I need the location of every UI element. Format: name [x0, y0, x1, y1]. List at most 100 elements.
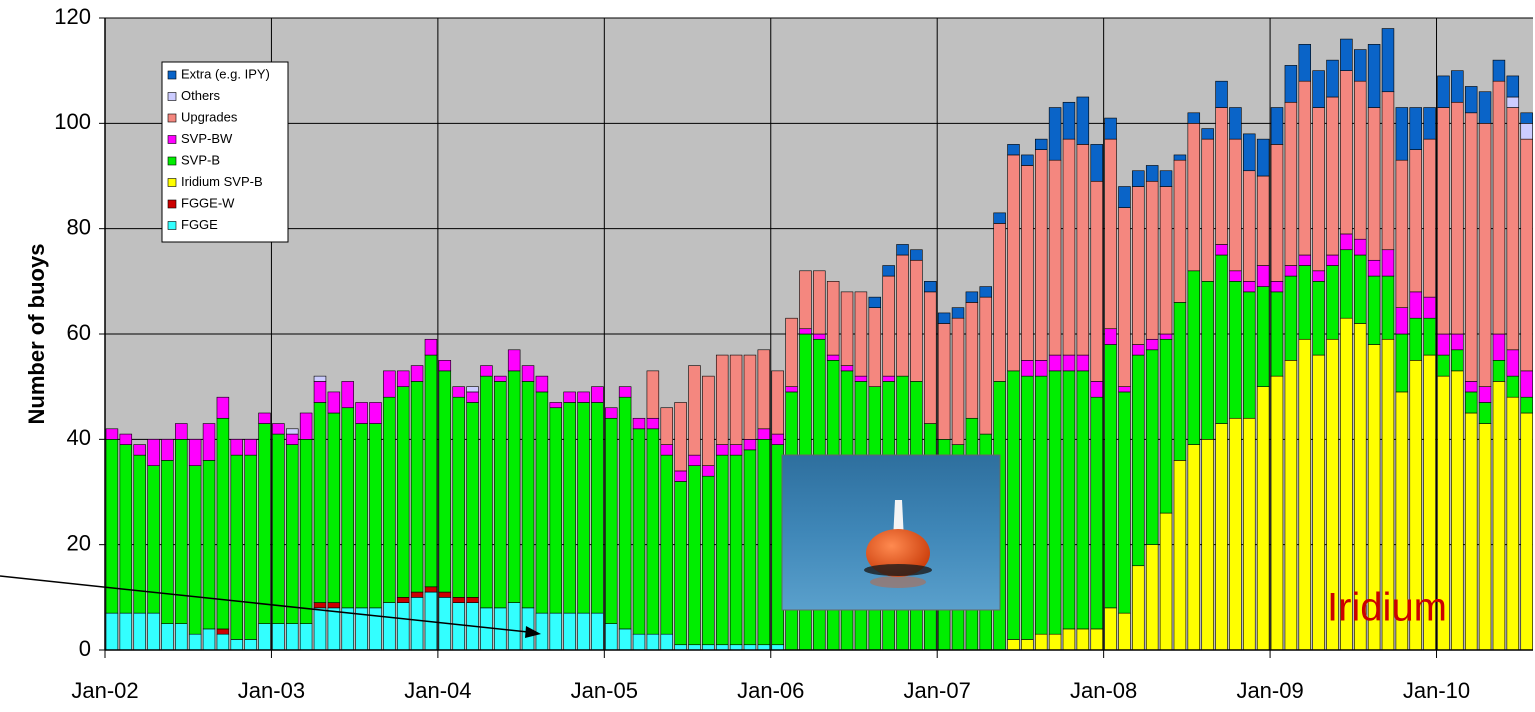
bar-segment: [1493, 81, 1505, 334]
bar-segment: [1382, 250, 1394, 276]
bar-segment: [411, 592, 423, 597]
bar-segment: [730, 355, 742, 445]
legend-label: Extra (e.g. IPY): [181, 66, 270, 81]
bar-segment: [1035, 634, 1047, 650]
bar-segment: [439, 592, 451, 597]
bar-segment: [1424, 139, 1436, 297]
bar-segment: [383, 371, 395, 397]
bar-segment: [827, 355, 839, 360]
legend-label: FGGE: [181, 217, 218, 232]
legend-label: FGGE-W: [181, 195, 235, 210]
bar-segment: [1313, 281, 1325, 355]
bar-segment: [1451, 371, 1463, 650]
bar-segment: [259, 413, 271, 424]
bar-segment: [966, 302, 978, 418]
bar-segment: [1063, 355, 1075, 371]
bar-segment: [1105, 139, 1117, 329]
bar-segment: [1438, 355, 1450, 376]
legend-swatch: [168, 179, 176, 187]
bar-segment: [120, 445, 132, 614]
bar-segment: [1243, 171, 1255, 282]
bar-segment: [1285, 360, 1297, 650]
bar-segment: [1465, 392, 1477, 413]
bar-segment: [1091, 629, 1103, 650]
bar-segment: [619, 397, 631, 629]
bar-segment: [467, 392, 479, 403]
bar-segment: [675, 645, 687, 650]
bar-segment: [1451, 102, 1463, 334]
bar-segment: [910, 260, 922, 381]
bar-segment: [397, 597, 409, 602]
bar-segment: [1077, 629, 1089, 650]
bar-segment: [786, 387, 798, 392]
bar-segment: [1521, 113, 1533, 124]
bar-segment: [689, 466, 701, 645]
legend-swatch: [168, 93, 176, 101]
bar-segment: [453, 387, 465, 398]
legend-swatch: [168, 222, 176, 230]
bar-segment: [1507, 350, 1519, 376]
bar-segment: [689, 645, 701, 650]
bar-segment: [730, 455, 742, 645]
bar-segment: [1160, 513, 1172, 650]
bar-segment: [1216, 244, 1228, 255]
bar-segment: [744, 439, 756, 450]
iridium-annotation: Iridium: [1327, 586, 1447, 630]
bar-segment: [1077, 97, 1089, 144]
bar-segment: [647, 634, 659, 650]
bar-segment: [980, 297, 992, 434]
bar-segment: [536, 392, 548, 613]
bar-segment: [1410, 108, 1422, 150]
bar-segment: [1257, 139, 1269, 176]
bar-segment: [1438, 108, 1450, 334]
bar-segment: [370, 402, 382, 423]
bar-segment: [1229, 108, 1241, 140]
buoy-photo: [782, 455, 1000, 610]
bar-segment: [1507, 376, 1519, 397]
bar-segment: [744, 450, 756, 645]
bar-segment: [1479, 424, 1491, 650]
bar-segment: [564, 392, 576, 403]
bar-segment: [1327, 266, 1339, 340]
y-tick-label: 120: [54, 4, 91, 29]
bar-segment: [1021, 165, 1033, 360]
legend-label: SVP-B: [181, 152, 220, 167]
bar-segment: [1119, 392, 1131, 613]
bar-segment: [883, 266, 895, 277]
bar-segment: [1451, 350, 1463, 371]
bar-segment: [1479, 387, 1491, 403]
bar-segment: [758, 439, 770, 644]
bar-segment: [1146, 181, 1158, 339]
bar-segment: [1105, 329, 1117, 345]
bar-segment: [106, 613, 118, 650]
bar-segment: [605, 408, 617, 419]
bar-segment: [897, 255, 909, 376]
bar-segment: [425, 355, 437, 587]
bar-segment: [1313, 271, 1325, 282]
bar-segment: [1340, 39, 1352, 71]
bar-segment: [980, 287, 992, 298]
bar-segment: [480, 376, 492, 608]
bar-segment: [1354, 50, 1366, 82]
bar-segment: [758, 429, 770, 440]
bar-segment: [1229, 139, 1241, 271]
bar-segment: [744, 355, 756, 439]
bar-segment: [1091, 144, 1103, 181]
bar-segment: [1285, 266, 1297, 277]
bar-segment: [1202, 439, 1214, 650]
bar-segment: [661, 455, 673, 634]
bar-segment: [1063, 629, 1075, 650]
bar-segment: [647, 371, 659, 418]
bar-segment: [1396, 160, 1408, 307]
bar-segment: [1008, 144, 1020, 155]
bar-segment: [1119, 208, 1131, 387]
bar-segment: [1091, 181, 1103, 381]
y-axis-label: Number of buoys: [24, 244, 49, 425]
bar-segment: [314, 376, 326, 381]
bar-segment: [1188, 445, 1200, 650]
bar-segment: [522, 366, 534, 382]
bar-segment: [1216, 424, 1228, 650]
bar-segment: [1035, 360, 1047, 376]
bar-segment: [494, 376, 506, 381]
bar-segment: [1493, 60, 1505, 81]
